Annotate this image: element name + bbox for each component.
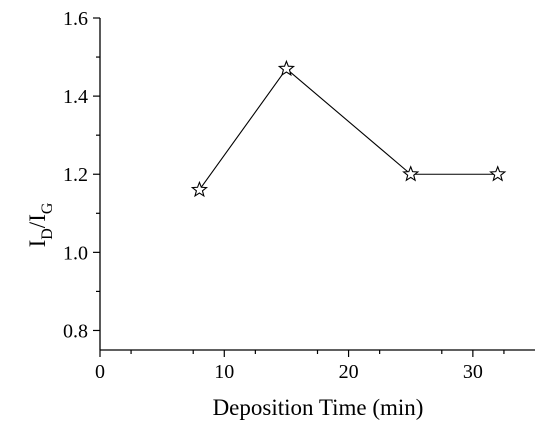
x-tick-label: 10: [214, 361, 234, 383]
data-point-star: [489, 165, 507, 182]
data-point-star: [402, 165, 420, 182]
series: [190, 59, 507, 198]
axes: [99, 18, 535, 351]
y-tick-label: 1.2: [63, 164, 88, 186]
y-axis-title-slash: /I: [25, 214, 50, 228]
y-tick-label: 1.4: [63, 86, 88, 108]
x-tick-label: 30: [463, 361, 483, 383]
series-line: [198, 67, 498, 191]
data-point-star: [277, 59, 296, 77]
y-tick-label: 0.8: [63, 320, 88, 342]
x-tick-label: 20: [339, 361, 359, 383]
y-axis-title-sub-g: G: [39, 202, 56, 214]
ticks: 0 10 20 30 0.8 1.0 1.2 1.4 1.6: [63, 8, 505, 383]
y-axis-title-sub-d: D: [39, 228, 56, 240]
y-axis-title-main: I: [25, 240, 50, 248]
y-tick-label: 1.0: [63, 242, 88, 264]
data-point-star: [190, 180, 209, 198]
x-axis-title: Deposition Time (min): [213, 395, 424, 420]
x-tick-label: 0: [95, 361, 105, 383]
y-tick-label: 1.6: [63, 8, 88, 30]
y-axis-title: ID/IG: [25, 202, 56, 247]
